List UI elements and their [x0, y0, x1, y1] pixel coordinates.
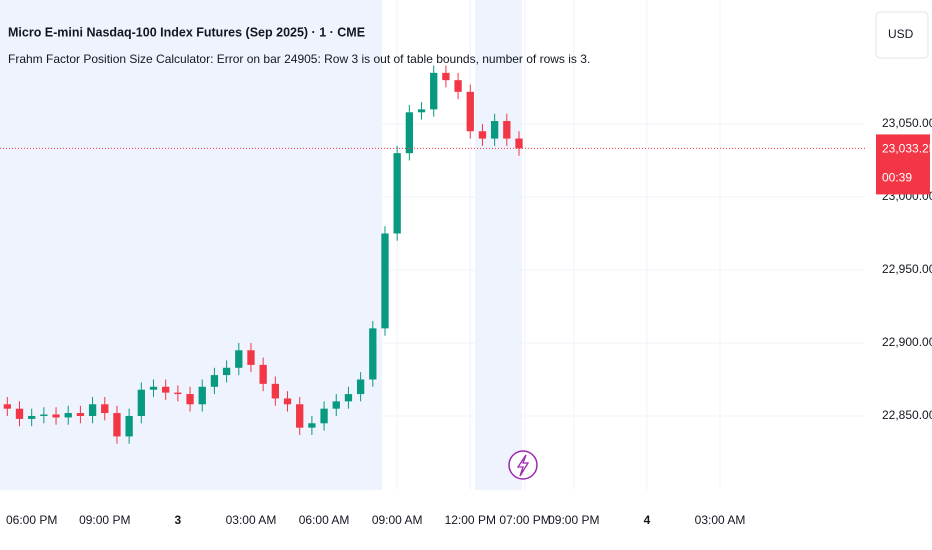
time-axis: 06:00 PM 09:00 PM 3 03:00 AM 06:00 AM 09:00 A…	[6, 513, 745, 527]
candle-body	[28, 415, 36, 419]
candle-body	[344, 394, 353, 402]
candle-body	[3, 404, 11, 409]
chart-title: Micro E-mini Nasdaq-100 Index Futures (S…	[8, 25, 365, 39]
session-shade	[0, 0, 382, 490]
candle-body	[478, 131, 487, 139]
candle-body	[222, 367, 231, 376]
candle-body	[149, 386, 158, 390]
candle-body	[235, 350, 243, 368]
y-tick-label: 22,900.00	[882, 335, 932, 349]
x-tick-label: 12:00 PM	[445, 513, 496, 527]
last-price-label: 23,033.25	[882, 142, 932, 156]
candle-body	[283, 398, 292, 405]
candle-body	[64, 413, 72, 418]
y-tick-label: 23,050.00	[882, 116, 932, 130]
x-tick-label: 09:00 PM	[548, 513, 599, 527]
candle-body	[76, 413, 85, 416]
y-tick-label: 22,850.00	[882, 408, 932, 422]
x-tick-label: 03:00 AM	[695, 513, 746, 527]
candle-body	[369, 328, 377, 380]
candle-body	[137, 389, 145, 416]
x-tick-label: 09:00 PM	[79, 513, 130, 527]
candles	[3, 65, 523, 444]
candle-body	[503, 121, 511, 139]
indicator-error: Frahm Factor Position Size Calculator: E…	[8, 52, 590, 66]
candle-body	[296, 404, 304, 428]
candle-body	[515, 138, 523, 149]
currency-button[interactable]	[875, 11, 929, 59]
candle-body	[356, 379, 365, 395]
candle-body	[125, 415, 133, 437]
x-tick-label: 09:00 AM	[372, 513, 423, 527]
x-tick-label: 06:00 AM	[299, 513, 350, 527]
candle-body	[88, 404, 97, 416]
candle-body	[466, 91, 474, 132]
price-axis: 22,850.0022,900.0022,950.0023,000.0023,0…	[882, 116, 932, 422]
candle-body	[454, 80, 462, 92]
candle-body	[308, 423, 316, 428]
candle-body	[259, 364, 267, 384]
candle-body	[247, 350, 255, 365]
candle-body	[442, 72, 450, 81]
candle-body	[381, 233, 389, 329]
grid	[0, 0, 865, 490]
candle-body	[332, 401, 340, 409]
candle-body	[393, 153, 401, 234]
candle-body	[210, 375, 219, 387]
currency-label[interactable]: USD	[888, 27, 914, 41]
candle-body	[174, 392, 182, 395]
candle-body	[52, 414, 60, 418]
candle-body	[40, 414, 48, 416]
candle-body	[405, 112, 414, 154]
candle-body	[198, 386, 206, 405]
candle-body	[15, 408, 24, 419]
x-tick-label: 07:00 PM	[499, 513, 550, 527]
alert-icon[interactable]	[508, 450, 538, 480]
candle-body	[490, 121, 499, 139]
candle-body	[101, 404, 109, 414]
candle-body	[271, 383, 279, 399]
x-tick-label: 03:00 AM	[226, 513, 277, 527]
countdown: 00:39	[882, 171, 912, 185]
candle-body	[113, 413, 121, 437]
last-price-box	[876, 134, 930, 195]
x-tick-label: 06:00 PM	[6, 513, 57, 527]
x-tick-label: 3	[175, 513, 182, 527]
y-tick-label: 22,950.00	[882, 262, 932, 276]
candle-body	[162, 386, 170, 393]
candle-body	[320, 408, 328, 424]
candle-body	[430, 72, 438, 110]
candle-body	[417, 109, 426, 113]
session-shade	[475, 0, 522, 490]
x-tick-label: 4	[644, 513, 651, 527]
candle-body	[186, 394, 194, 405]
